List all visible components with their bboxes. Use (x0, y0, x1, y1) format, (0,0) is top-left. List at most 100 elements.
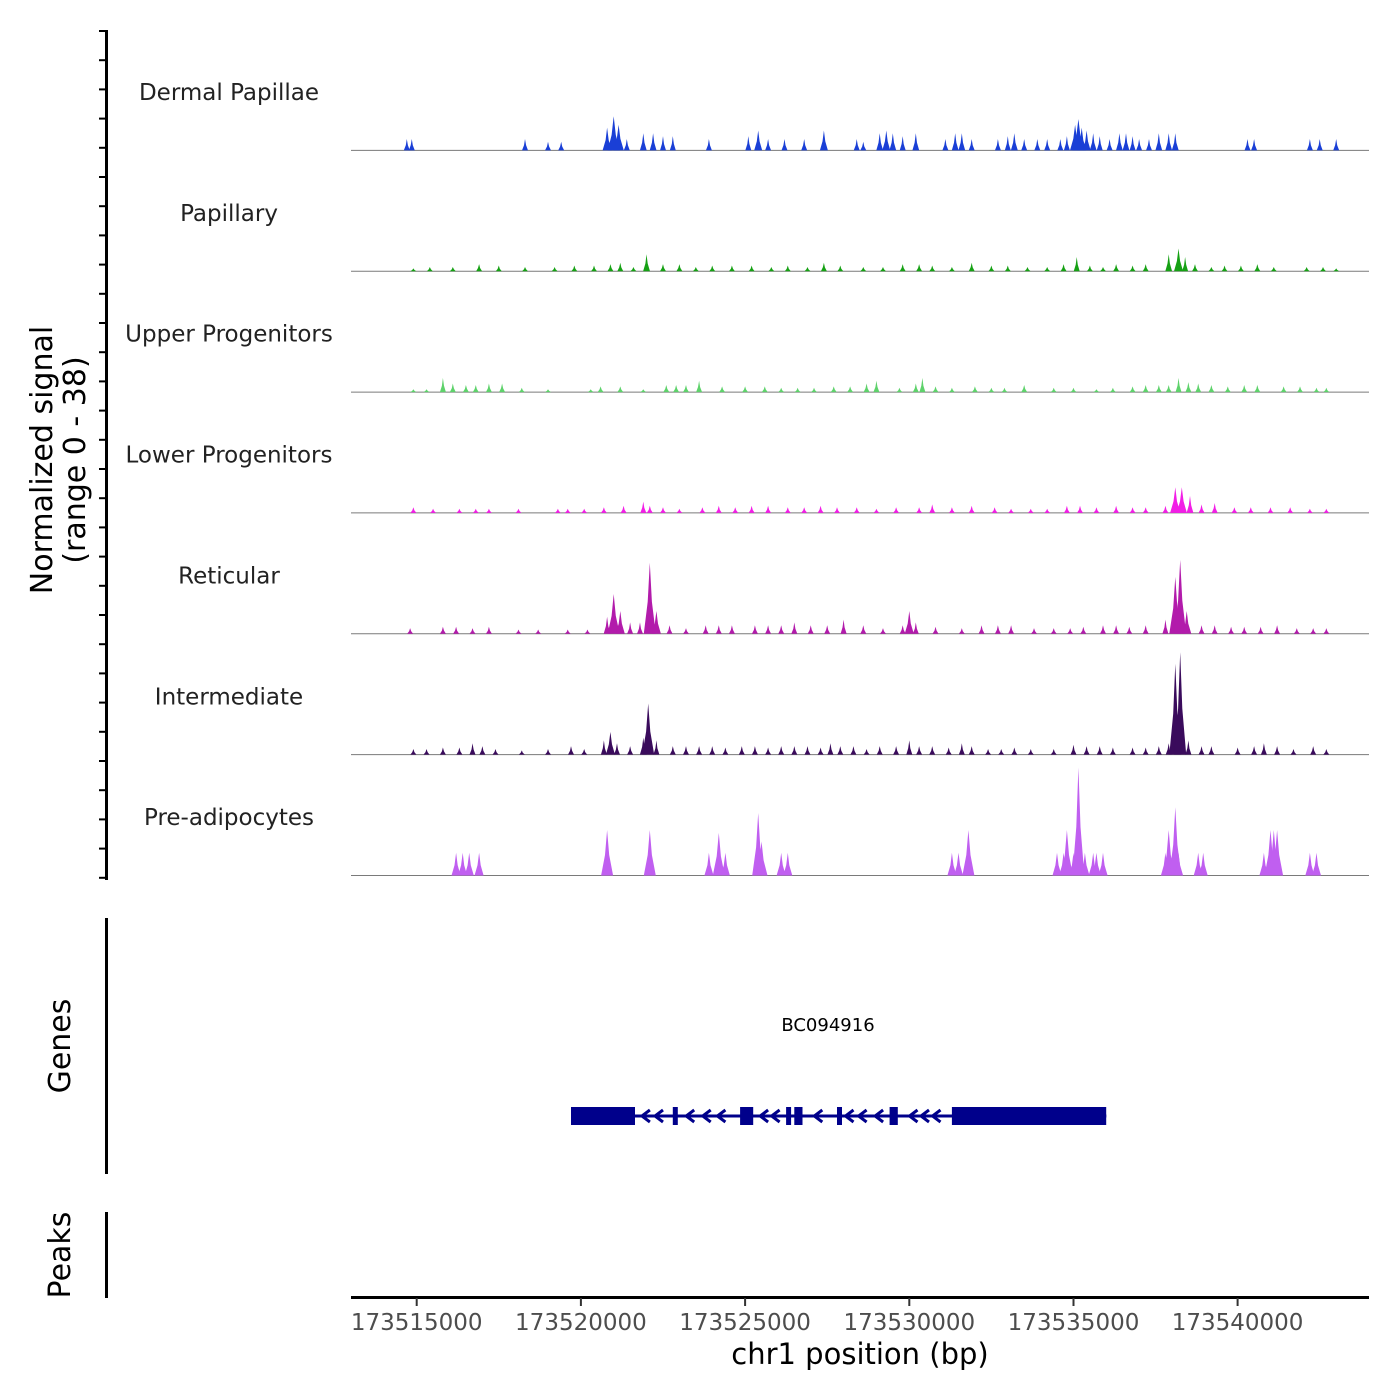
signal-peak (971, 386, 978, 393)
signal-peak (1208, 267, 1215, 272)
signal-peak (801, 507, 808, 513)
signal-peak (1274, 746, 1281, 755)
signal-peak (948, 387, 955, 393)
x-tick-label: 173525000 (679, 1310, 811, 1336)
signal-peak (783, 852, 793, 876)
signal-peak (1155, 385, 1162, 393)
signal-peak (968, 505, 975, 513)
signal-peak (627, 746, 634, 755)
signal-peak (660, 264, 666, 272)
signal-peak (1113, 505, 1120, 513)
x-axis-ticks: 173515000 173520000 173525000 173530000 1735… (351, 1298, 1303, 1336)
signal-peak (449, 383, 456, 393)
signal-peak (607, 264, 614, 272)
signal-peak (1208, 385, 1215, 393)
signal-peak (1254, 385, 1261, 393)
track-intermediate: Intermediate (155, 652, 1369, 756)
signal-peak (617, 262, 624, 272)
signal-peak (1129, 747, 1136, 755)
signal-peak (683, 628, 689, 634)
signal-peak (581, 508, 588, 513)
signal-peak (1142, 385, 1149, 393)
signal-peak (768, 267, 775, 272)
signal-peak (958, 133, 966, 151)
signal-peak (968, 139, 975, 151)
signal-peak (1198, 852, 1208, 876)
signal-peak (873, 508, 880, 513)
track-upper-progenitors: Upper Progenitors (125, 322, 1369, 393)
signal-peak (1174, 559, 1187, 634)
signal-peak (1270, 267, 1277, 272)
signal-peak (807, 625, 814, 634)
signal-peak (1080, 852, 1090, 876)
signal-peak (1251, 746, 1258, 755)
signal-peak (880, 267, 886, 272)
signal-peak (1001, 387, 1008, 393)
signal-peak (1198, 625, 1205, 634)
signal-peak (853, 139, 860, 151)
signal-peak (660, 507, 666, 513)
signal-peak (1323, 749, 1330, 755)
signal-peak (722, 747, 729, 755)
signal-peak (929, 265, 936, 272)
strand-arrow (811, 1108, 824, 1124)
signal-peak (1070, 744, 1077, 755)
signal-peak (676, 508, 683, 513)
track-label: Dermal Papillae (139, 80, 319, 106)
signal-peak (1170, 487, 1181, 513)
signal-peak (709, 746, 716, 755)
signal-peak (469, 628, 476, 634)
genes-track-label: Genes (43, 999, 78, 1094)
strand-arrow (714, 1108, 727, 1124)
signal-peak (472, 385, 479, 393)
signal-peak (778, 625, 785, 634)
signal-peak (951, 133, 959, 151)
signal-peak (545, 141, 551, 151)
signal-peak (515, 629, 522, 634)
signal-peak (1211, 503, 1218, 513)
gene-model (571, 1107, 1107, 1125)
signal-peak (462, 385, 469, 393)
signal-peak (1142, 264, 1149, 272)
signal-peak (906, 740, 913, 755)
signal-peak (1070, 387, 1077, 393)
signal-peak (948, 507, 955, 513)
signal-peak (653, 740, 660, 755)
signal-peak (1113, 625, 1120, 634)
signal-peak (791, 622, 798, 634)
strand-arrow (639, 1108, 651, 1124)
gene-exon (794, 1107, 803, 1125)
signal-peak (916, 507, 923, 513)
signal-peak (476, 264, 483, 272)
signal-peak (988, 265, 995, 272)
signal-peak (1234, 747, 1241, 755)
signal-peak (1109, 747, 1116, 755)
strand-arrow (683, 1108, 696, 1124)
signal-peak (929, 746, 936, 755)
signal-peak (912, 622, 919, 634)
strand-arrow (769, 1108, 781, 1124)
track-lower-progenitors: Lower Progenitors (126, 443, 1369, 514)
signal-peak (630, 267, 637, 272)
strand-arrow (843, 1108, 855, 1124)
signal-peak (587, 389, 594, 393)
signal-peak (1072, 767, 1085, 876)
signal-peak (1096, 746, 1103, 755)
signal-peak (699, 507, 706, 513)
strand-arrow (907, 1108, 919, 1124)
signal-peak (663, 385, 670, 393)
signal-peak (607, 594, 620, 634)
strand-arrow (872, 1108, 884, 1124)
signal-peak (904, 611, 914, 634)
signal-peak (1052, 852, 1062, 876)
signal-peak (958, 743, 965, 755)
signal-peak (1073, 257, 1080, 272)
strand-arrow (930, 1108, 942, 1124)
signal-peak (472, 508, 479, 513)
signal-peak (1044, 267, 1051, 272)
signal-peak (1109, 387, 1116, 393)
signal-peak (469, 743, 476, 755)
signal-peak (932, 386, 939, 393)
signal-peak (738, 746, 745, 755)
